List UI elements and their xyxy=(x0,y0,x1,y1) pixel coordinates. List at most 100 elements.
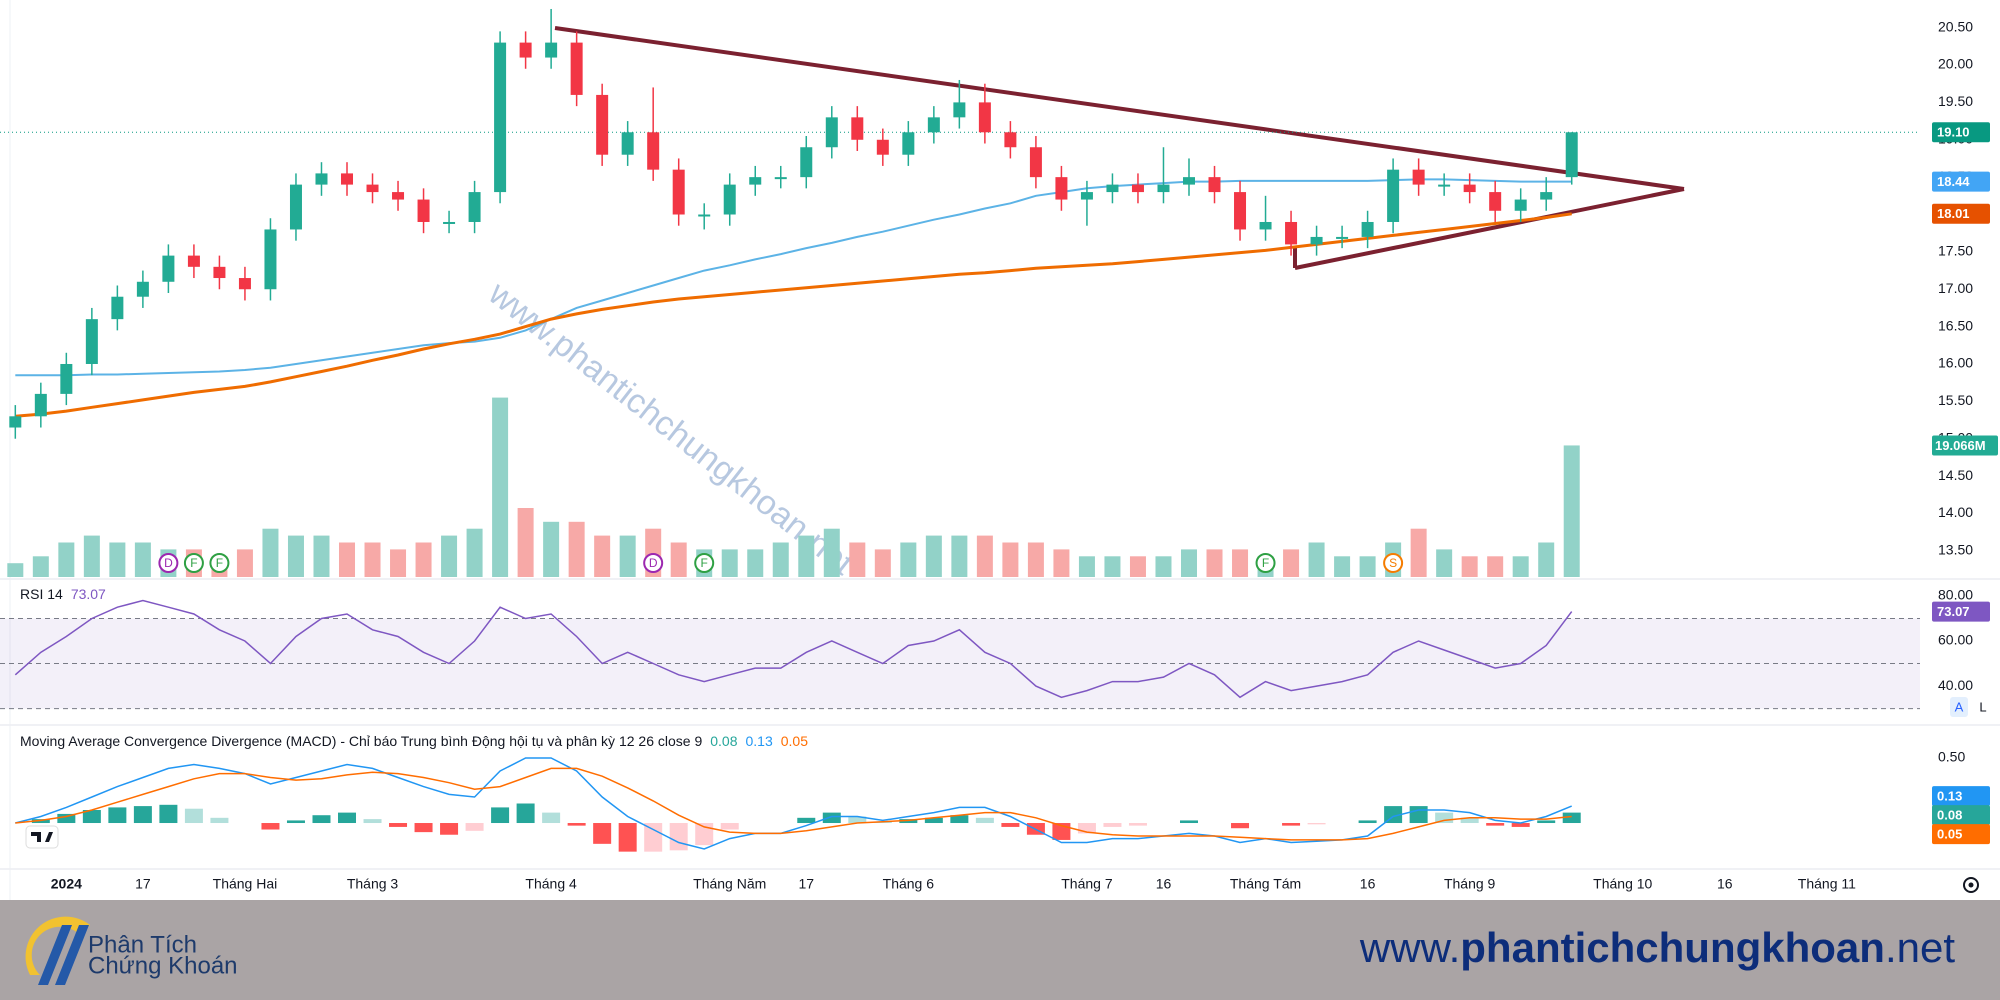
axis-value-label-bg xyxy=(1932,824,1990,845)
candle-body xyxy=(1489,192,1502,211)
y-tick-label: 0.50 xyxy=(1938,749,1965,765)
volume-bar xyxy=(466,528,483,577)
histogram-bar xyxy=(618,823,637,852)
candle-body xyxy=(366,184,379,193)
axis-value-label: 0.08 xyxy=(1937,808,1962,823)
candle-body xyxy=(264,229,277,290)
volume-bar xyxy=(976,535,993,577)
candle-body xyxy=(315,173,328,185)
axis-value-label-bg xyxy=(1932,122,1990,143)
axis-value-label: 0.05 xyxy=(1937,827,1962,842)
candle-body xyxy=(1310,236,1323,245)
histogram-bar xyxy=(1358,820,1377,824)
volume-bar xyxy=(823,528,840,577)
volume-bar xyxy=(1027,542,1044,577)
x-tick-label: Tháng 10 xyxy=(1593,876,1652,892)
axis-value-label: 18.01 xyxy=(1937,206,1970,221)
histogram-bar xyxy=(1435,812,1454,824)
histogram-bar xyxy=(542,812,561,824)
event-marker xyxy=(183,553,204,573)
histogram-bar xyxy=(1486,823,1505,826)
pane-header: Moving Average Convergence Divergence (M… xyxy=(20,733,808,749)
pane-header: RSI 14 73.07 xyxy=(20,586,106,602)
url-part: phantichchungkhoan xyxy=(1460,924,1885,971)
volume-bar xyxy=(339,542,356,577)
candle-body xyxy=(162,255,175,282)
candle-body xyxy=(902,132,915,155)
histogram-bar xyxy=(567,823,586,826)
candle-body xyxy=(1004,132,1017,148)
axis-value-label-bg xyxy=(1932,171,1990,192)
volume-bar xyxy=(1512,556,1529,577)
event-marker xyxy=(1255,553,1276,573)
volume-bar xyxy=(1487,556,1504,577)
volume-bar xyxy=(1461,556,1478,577)
scale-button[interactable] xyxy=(1950,697,1968,717)
y-tick-label: 20.00 xyxy=(1938,56,1973,72)
volume-bar xyxy=(1283,549,1300,577)
candle-body xyxy=(1336,236,1349,239)
axis-value-label-bg xyxy=(1932,786,1990,807)
indicator-value: 0.05 xyxy=(781,733,808,749)
signal-line xyxy=(15,767,1572,841)
candle-body xyxy=(494,42,507,193)
histogram-bar xyxy=(950,815,969,824)
volume-bar xyxy=(517,508,534,577)
histogram-bar xyxy=(57,813,76,824)
candle-body xyxy=(698,214,711,217)
axis-value-label: 19.10 xyxy=(1937,125,1970,140)
volume-bar xyxy=(1334,556,1351,577)
scale-button-label[interactable]: L xyxy=(1979,699,1986,714)
histogram-bar xyxy=(1282,823,1301,826)
trend-line xyxy=(554,26,1685,191)
logo-text: Phân Tích xyxy=(88,931,197,958)
axis-value-label-bg xyxy=(1932,435,1998,456)
histogram-bar xyxy=(1231,823,1250,829)
histogram-bar xyxy=(465,823,484,831)
indicator-value: 73.07 xyxy=(71,586,106,602)
candle-body xyxy=(468,192,481,222)
volume-bar xyxy=(415,542,432,577)
y-tick-label: 14.00 xyxy=(1938,504,1973,520)
candle-body xyxy=(213,266,226,279)
candle-body xyxy=(1540,192,1553,200)
histogram-bar xyxy=(133,806,152,824)
candle-body xyxy=(519,42,532,58)
histogram-bar xyxy=(286,820,305,824)
indicator-name: Moving Average Convergence Divergence (M… xyxy=(20,733,702,749)
candle-body xyxy=(417,199,430,222)
event-label: F xyxy=(216,556,223,570)
trend-line xyxy=(1294,187,1685,270)
candle-body xyxy=(570,42,583,95)
candle-body xyxy=(800,147,813,178)
histogram-bar xyxy=(975,817,994,824)
histogram-bar xyxy=(414,823,433,833)
volume-bar xyxy=(134,542,151,577)
axis-value-label: 0.13 xyxy=(1937,789,1962,804)
candle-body xyxy=(60,363,73,394)
volume-bar xyxy=(313,535,330,577)
scale-button-label[interactable]: A xyxy=(1955,699,1964,714)
candle-body xyxy=(1438,184,1451,187)
candle-body xyxy=(953,102,966,118)
logo-text: Chứng Khoán xyxy=(88,952,238,979)
event-marker xyxy=(209,553,230,573)
candle-body xyxy=(876,139,889,155)
y-tick-label: 60.00 xyxy=(1938,632,1973,648)
volume-bar xyxy=(1538,542,1555,577)
candle-body xyxy=(9,416,22,428)
volume-bar xyxy=(1053,549,1070,577)
candle-body xyxy=(443,221,456,224)
indicator-name: RSI 14 xyxy=(20,586,63,602)
candle-body xyxy=(1463,184,1476,193)
x-tick-label: 2024 xyxy=(51,876,82,892)
event-label: D xyxy=(164,556,173,570)
volume-bar xyxy=(1359,556,1376,577)
histogram-bar xyxy=(1384,806,1403,824)
scale-button[interactable] xyxy=(1974,697,1992,717)
settings-icon[interactable] xyxy=(1963,877,1979,893)
volume-bar xyxy=(1002,542,1019,577)
y-tick-label: 16.00 xyxy=(1938,355,1973,371)
candle-body xyxy=(723,184,736,215)
event-marker xyxy=(694,553,715,573)
